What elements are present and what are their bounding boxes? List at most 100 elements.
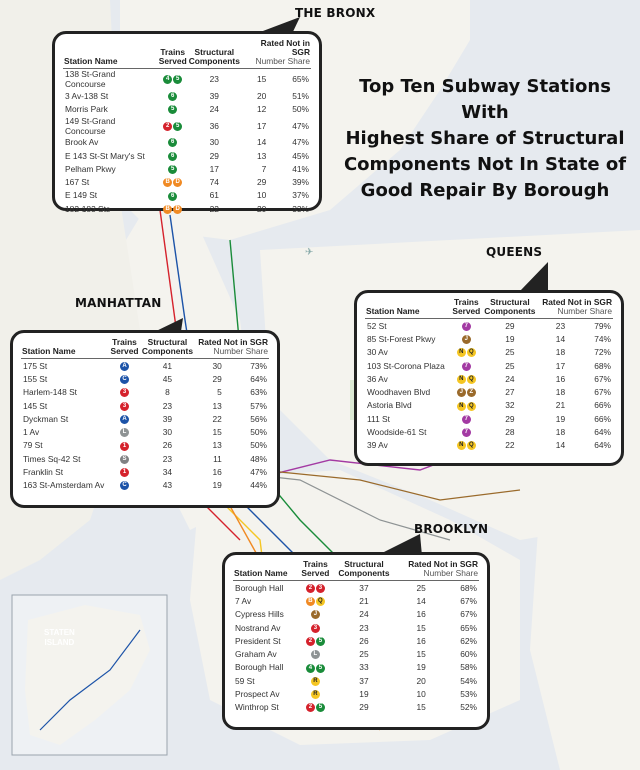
rated-share: 50% bbox=[292, 103, 309, 114]
rated-number: 10 bbox=[416, 689, 426, 700]
rated-number: 13 bbox=[256, 150, 267, 161]
rated-number: 21 bbox=[555, 400, 566, 411]
station-name: Cypress Hills bbox=[235, 609, 284, 620]
rated-share: 60% bbox=[460, 649, 477, 660]
structural-components: 24 bbox=[359, 609, 369, 620]
station-name: Morris Park bbox=[65, 103, 108, 114]
table-row: 111 St 7 29 19 66% bbox=[365, 412, 613, 425]
trains-served: 1 bbox=[109, 465, 140, 478]
borough-label-queens: QUEENS bbox=[486, 245, 543, 259]
borough-label-manhattan: MANHATTAN bbox=[75, 296, 162, 310]
rated-number: 19 bbox=[555, 413, 566, 424]
header-trains-served: Trains Served bbox=[157, 39, 188, 69]
station-name: 155 St bbox=[23, 373, 48, 384]
staten-island-label: STATEN ISLAND bbox=[44, 628, 75, 647]
trains-served: 6 bbox=[158, 149, 188, 162]
rated-share: 68% bbox=[594, 360, 611, 371]
header-station-name: Station Name bbox=[365, 298, 451, 319]
trains-served: 7 bbox=[451, 359, 482, 372]
station-name: 1 Av bbox=[23, 427, 40, 438]
route-bullet-icon: D bbox=[173, 204, 183, 214]
title-line: Top Ten Subway Stations With bbox=[359, 76, 611, 123]
table-row: Cypress Hills J 24 16 67% bbox=[233, 608, 479, 621]
structural-components: 27 bbox=[505, 387, 515, 398]
route-bullet-icon: Z bbox=[466, 388, 476, 398]
station-name: 111 St bbox=[367, 413, 390, 424]
structural-components: 29 bbox=[505, 320, 515, 331]
route-bullet-icon: N bbox=[456, 401, 466, 411]
route-bullet-icon: 6 bbox=[168, 151, 178, 161]
table-row: 7 Av B Q 21 14 67% bbox=[233, 594, 479, 607]
trains-served: 1 bbox=[109, 439, 140, 452]
station-name: 182-183 Sts bbox=[65, 203, 111, 214]
header-share: Share bbox=[589, 306, 612, 316]
route-bullet-icon: 1 bbox=[120, 441, 129, 451]
structural-components: 8 bbox=[165, 387, 170, 398]
rated-share: 64% bbox=[250, 373, 267, 384]
station-name: 3 Av-138 St bbox=[65, 90, 109, 101]
route-bullet-icon: A bbox=[120, 414, 129, 424]
trains-served: A bbox=[109, 359, 140, 373]
rated-share: 64% bbox=[594, 440, 611, 451]
structural-components: 23 bbox=[162, 453, 173, 464]
rated-number: 14 bbox=[416, 595, 426, 606]
rated-number: 16 bbox=[212, 467, 222, 478]
station-name: Woodhaven Blvd bbox=[367, 387, 431, 398]
trains-served: 7 bbox=[451, 412, 482, 425]
trains-served: 5 bbox=[158, 162, 188, 175]
rated-number: 16 bbox=[555, 373, 566, 384]
rated-share: 66% bbox=[594, 413, 611, 424]
rated-number: 22 bbox=[212, 413, 222, 424]
land-long-island bbox=[530, 480, 640, 770]
station-name: 79 St bbox=[23, 440, 43, 451]
rated-share: 74% bbox=[594, 333, 611, 344]
station-name: Borough Hall bbox=[235, 582, 284, 593]
table-row: Dyckman St A 39 22 56% bbox=[21, 412, 269, 425]
route-bullet-icon: C bbox=[120, 481, 129, 491]
trains-served: A bbox=[109, 412, 140, 425]
table-row: Winthrop St 2 5 29 15 52% bbox=[233, 701, 479, 714]
rated-share: 45% bbox=[292, 150, 309, 161]
table-row: 138 St-Grand Concourse 4 5 23 15 65% bbox=[63, 69, 311, 89]
header-structural-components: Structural Components bbox=[187, 39, 241, 69]
route-bullet-icon: J bbox=[310, 610, 320, 620]
station-name: 167 St bbox=[65, 177, 90, 188]
trains-served: 6 bbox=[158, 89, 188, 102]
structural-components: 43 bbox=[162, 480, 173, 491]
route-bullet-icon: 4 bbox=[305, 663, 315, 673]
route-bullet-icon: 7 bbox=[461, 414, 471, 424]
header-rated-not-in-sgr: Rated Not in SGR Number Share bbox=[537, 298, 613, 319]
table-row: 149 St-Grand Concourse 2 5 36 17 47% bbox=[63, 116, 311, 136]
route-bullet-icon: 7 bbox=[461, 428, 471, 438]
header-structural-components: Structural Components bbox=[332, 560, 396, 581]
route-bullet-icon: D bbox=[173, 178, 183, 188]
station-name: Brook Av bbox=[65, 137, 99, 148]
route-bullet-icon: Q bbox=[466, 348, 476, 358]
route-bullet-icon: Q bbox=[315, 597, 325, 607]
structural-components: 39 bbox=[209, 90, 219, 101]
borough-label-bronx: THE BRONX bbox=[295, 6, 376, 20]
table-row: Morris Park 5 24 12 50% bbox=[63, 102, 311, 115]
rated-share: 79% bbox=[594, 320, 611, 331]
rated-number: 15 bbox=[212, 427, 222, 438]
structural-components: 36 bbox=[209, 120, 219, 131]
rated-share: 65% bbox=[460, 622, 477, 633]
table-row: 30 Av N Q 25 18 72% bbox=[365, 346, 613, 359]
trains-served: 6 bbox=[158, 189, 188, 202]
station-table: Station Name Trains Served Structural Compon… bbox=[63, 39, 311, 215]
structural-components: 25 bbox=[505, 347, 515, 358]
borough-label-brooklyn: BROOKLYN bbox=[414, 522, 489, 536]
station-name: Prospect Av bbox=[235, 689, 280, 700]
rated-number: 5 bbox=[217, 387, 222, 398]
route-bullet-icon: 2 bbox=[305, 583, 315, 593]
route-bullet-icon: 2 bbox=[305, 636, 315, 646]
rated-share: 44% bbox=[250, 480, 267, 491]
rated-share: 52% bbox=[460, 702, 477, 713]
rated-number: 14 bbox=[555, 440, 566, 451]
route-bullet-icon: S bbox=[120, 454, 129, 464]
table-row: President St 2 5 26 16 62% bbox=[233, 634, 479, 647]
